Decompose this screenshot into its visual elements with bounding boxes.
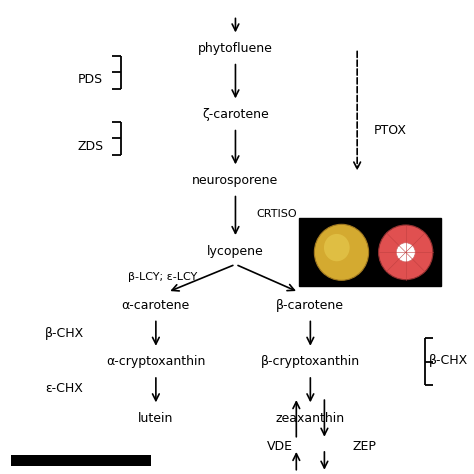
Text: phytofluene: phytofluene [198,42,273,55]
Text: ζ-carotene: ζ-carotene [202,108,269,121]
Circle shape [379,225,433,280]
Circle shape [396,243,415,262]
Text: β-LCY: β-LCY [318,272,349,282]
Text: β-LCY; ε-LCY: β-LCY; ε-LCY [128,272,197,282]
Bar [11,455,151,465]
Text: lutein: lutein [138,412,173,425]
Text: zeaxanthin: zeaxanthin [276,412,345,425]
Ellipse shape [314,224,369,280]
Text: α-carotene: α-carotene [122,299,190,312]
Text: α-cryptoxanthin: α-cryptoxanthin [106,356,206,368]
Text: β-carotene: β-carotene [276,299,344,312]
Ellipse shape [324,234,350,261]
Text: VDE: VDE [267,440,293,453]
Text: β-CHX: β-CHX [45,327,84,340]
Text: β-cryptoxanthin: β-cryptoxanthin [261,356,360,368]
Bar [299,218,441,286]
Text: ZDS: ZDS [77,139,103,153]
Text: PDS: PDS [78,73,103,86]
Text: β-CHX: β-CHX [429,355,468,367]
Text: ε-CHX: ε-CHX [46,382,83,395]
Text: PTOX: PTOX [374,125,407,137]
Text: CRTISO: CRTISO [256,210,297,219]
Text: neurosporene: neurosporene [192,174,279,187]
Text: lycopene: lycopene [207,245,264,258]
Text: ZEP: ZEP [352,440,376,453]
